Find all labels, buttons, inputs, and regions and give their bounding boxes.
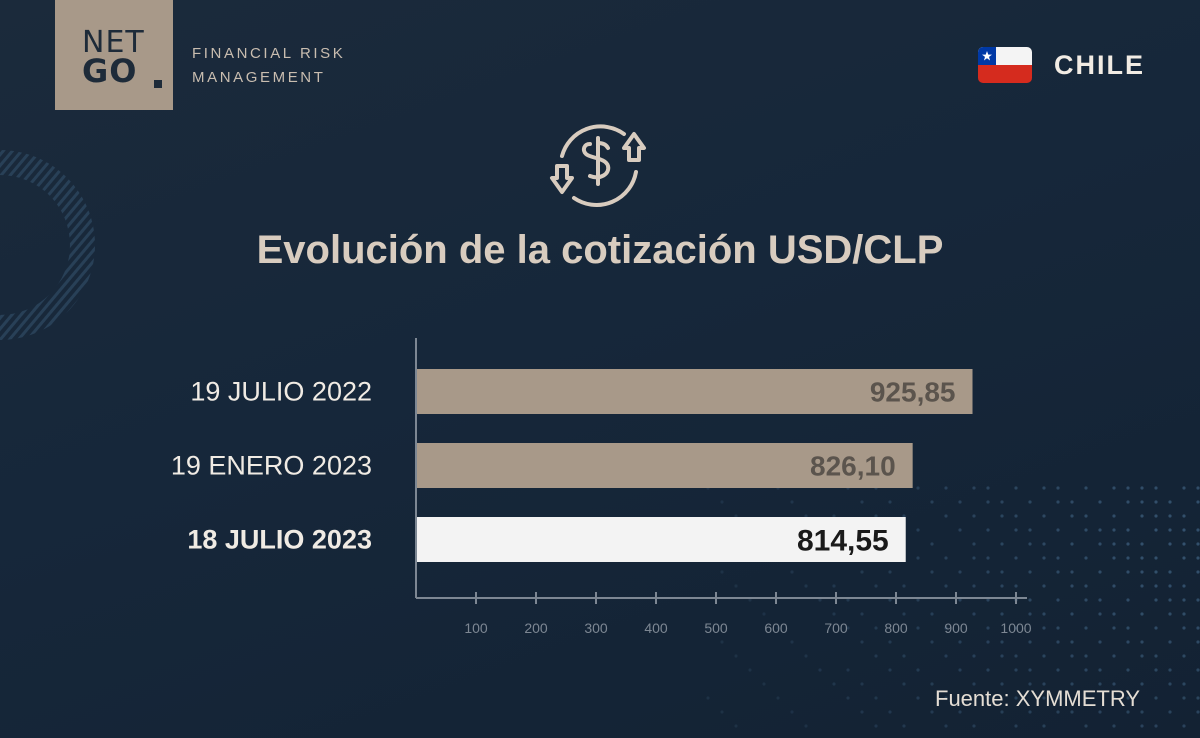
x-tick-label: 800 [884,620,908,636]
source-credit: Fuente: XYMMETRY [935,686,1140,711]
bar [417,517,906,562]
x-tick-label: 600 [764,620,788,636]
bar [417,369,973,414]
x-tick-label: 500 [704,620,728,636]
logo-dot [154,80,162,88]
decorative-arc [0,150,95,340]
chile-flag-icon [978,47,1032,83]
x-tick-label: 300 [584,620,608,636]
data-label: 826,10 [810,451,896,482]
x-tick-label: 400 [644,620,668,636]
logo-net: NET [82,25,145,60]
x-tick-label: 700 [824,620,848,636]
chart-title: Evolución de la cotización USD/CLP [256,228,944,272]
bar [417,443,913,488]
x-tick-label: 200 [524,620,548,636]
tagline-line1: FINANCIAL RISK [192,45,346,62]
currency-exchange-icon [550,124,646,207]
data-label: 814,55 [797,525,889,558]
x-tick-label: 900 [944,620,968,636]
category-label: 19 JULIO 2022 [190,377,372,407]
tagline-line2: MANAGEMENT [192,69,326,86]
category-label: 18 JULIO 2023 [187,525,372,555]
x-tick-label: 1000 [1000,620,1031,636]
netgo-logo: NET GO [55,0,173,110]
x-tick-label: 100 [464,620,488,636]
brand-tagline: FINANCIAL RISK MANAGEMENT [192,42,345,90]
country-name: CHILE [1054,50,1145,80]
category-label: 19 ENERO 2023 [171,451,372,481]
logo-go: GO [82,52,138,90]
data-label: 925,85 [870,377,956,408]
